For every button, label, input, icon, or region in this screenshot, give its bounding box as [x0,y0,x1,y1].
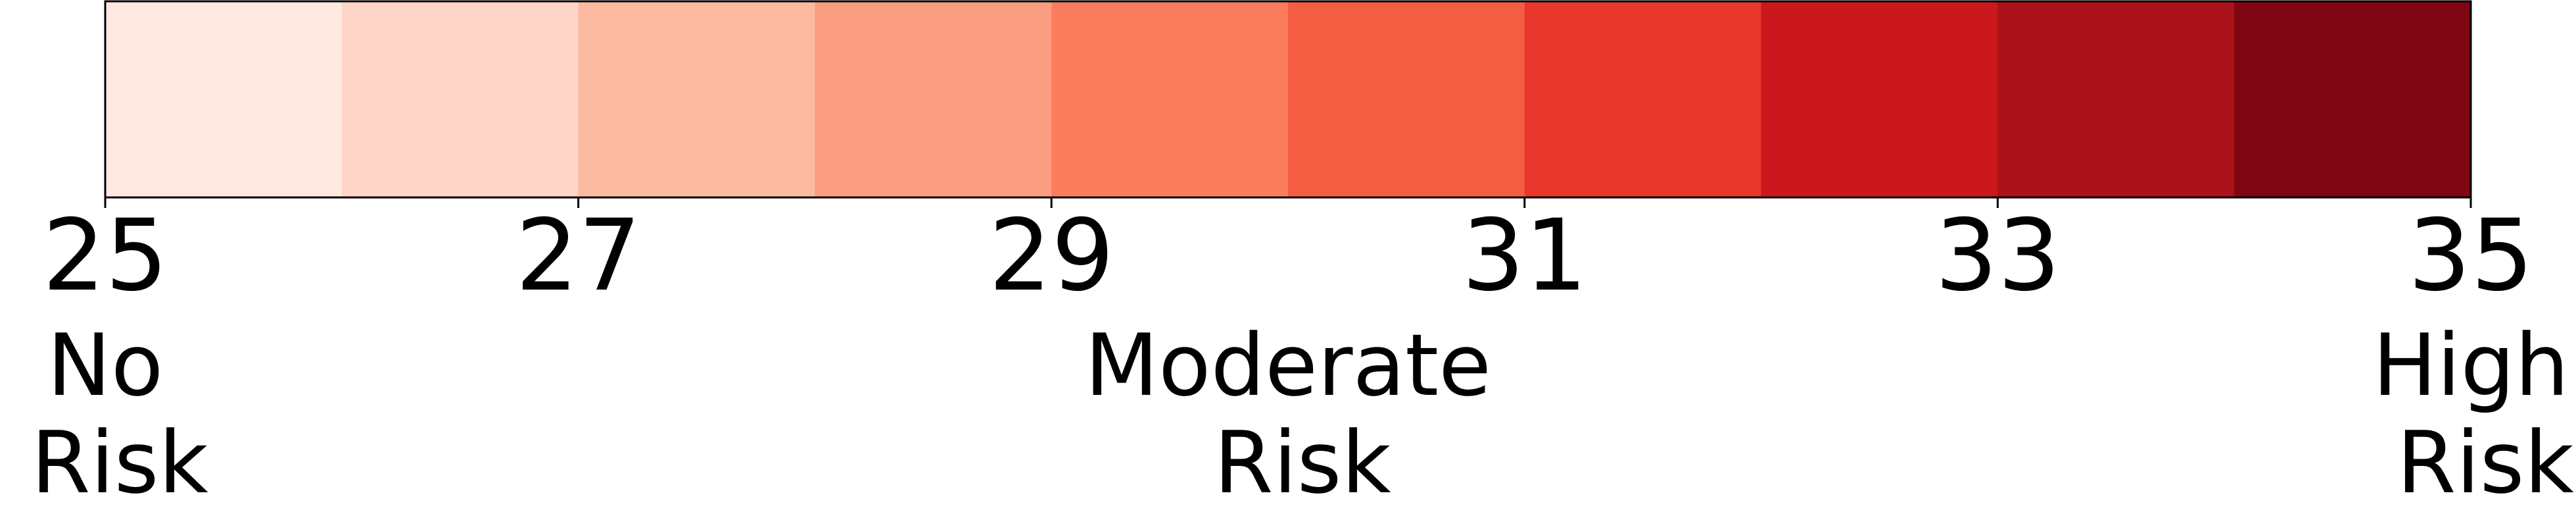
colorbar-bin [2234,1,2471,197]
tick-label: 29 [989,199,1114,313]
colorbar-bin [815,1,1052,197]
colorbar-bin [578,1,815,197]
colorbar-bin [1524,1,1762,197]
tick-label: 25 [43,199,168,313]
tick-label: 27 [515,199,641,313]
colorbar-bin [105,1,343,197]
tick-label: 35 [2408,199,2534,313]
tick-label: 31 [1462,199,1587,313]
colorbar-bin [1288,1,1525,197]
category-label-line: High [2373,315,2569,415]
tick-label: 33 [1935,199,2061,313]
colorbar-outline [104,0,2472,199]
category-label-line: Moderate [1085,315,1491,415]
colorbar-bin [1051,1,1289,197]
category-label-line: Risk [31,413,208,512]
colorbar-bin [1761,1,1998,197]
category-label-line: Risk [2397,413,2573,512]
category-label-line: No [47,315,164,415]
colorbar-bin [1997,1,2235,197]
colorbar-bin [341,1,579,197]
category-label-line: Risk [1214,413,1391,512]
